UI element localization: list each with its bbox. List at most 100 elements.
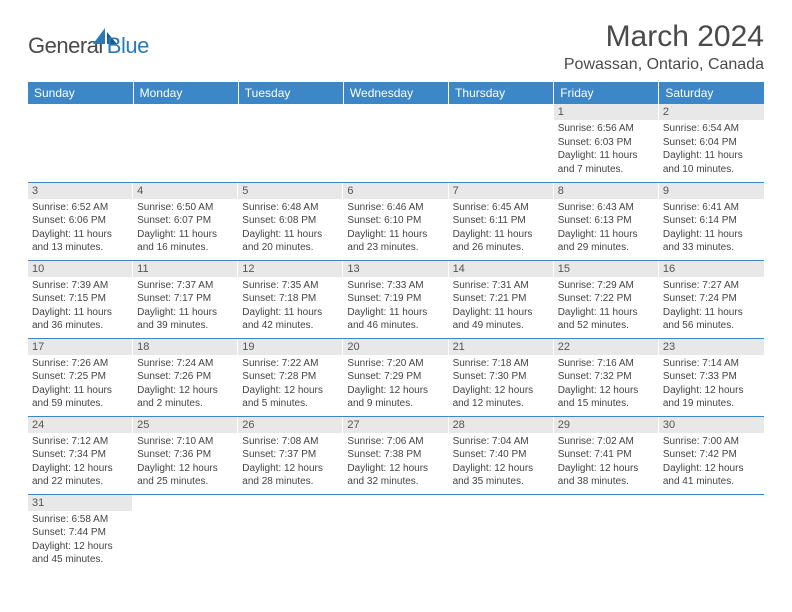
sunrise-text: Sunrise: 7:00 AM	[663, 435, 760, 449]
day-content: Sunrise: 7:29 AMSunset: 7:22 PMDaylight:…	[554, 277, 659, 337]
daylight-text-2: and 36 minutes.	[32, 319, 129, 333]
day-number: 31	[28, 495, 133, 511]
daylight-text-2: and 2 minutes.	[137, 397, 234, 411]
day-content: Sunrise: 7:33 AMSunset: 7:19 PMDaylight:…	[343, 277, 448, 337]
daylight-text-2: and 23 minutes.	[347, 241, 444, 255]
calendar-day-cell	[554, 494, 659, 572]
day-content: Sunrise: 7:02 AMSunset: 7:41 PMDaylight:…	[554, 433, 659, 493]
daylight-text-1: Daylight: 12 hours	[347, 462, 444, 476]
day-header: Thursday	[449, 82, 554, 104]
day-content: Sunrise: 7:24 AMSunset: 7:26 PMDaylight:…	[133, 355, 238, 415]
daylight-text-2: and 5 minutes.	[242, 397, 339, 411]
daylight-text-1: Daylight: 12 hours	[663, 384, 760, 398]
calendar-body: 1Sunrise: 6:56 AMSunset: 6:03 PMDaylight…	[28, 104, 764, 572]
day-content: Sunrise: 6:45 AMSunset: 6:11 PMDaylight:…	[449, 199, 554, 259]
daylight-text-1: Daylight: 12 hours	[453, 384, 550, 398]
sunrise-text: Sunrise: 6:43 AM	[558, 201, 655, 215]
calendar-table: SundayMondayTuesdayWednesdayThursdayFrid…	[28, 82, 764, 572]
daylight-text-1: Daylight: 12 hours	[137, 384, 234, 398]
calendar-day-cell	[449, 494, 554, 572]
logo-text-general: General	[28, 33, 103, 59]
sunset-text: Sunset: 7:41 PM	[558, 448, 655, 462]
calendar-day-cell	[659, 494, 764, 572]
sunset-text: Sunset: 7:34 PM	[32, 448, 129, 462]
sunrise-text: Sunrise: 7:20 AM	[347, 357, 444, 371]
daylight-text-2: and 42 minutes.	[242, 319, 339, 333]
daylight-text-1: Daylight: 12 hours	[663, 462, 760, 476]
sunset-text: Sunset: 7:18 PM	[242, 292, 339, 306]
sunrise-text: Sunrise: 7:04 AM	[453, 435, 550, 449]
sunrise-text: Sunrise: 7:33 AM	[347, 279, 444, 293]
calendar-day-cell: 7Sunrise: 6:45 AMSunset: 6:11 PMDaylight…	[449, 182, 554, 260]
daylight-text-2: and 15 minutes.	[558, 397, 655, 411]
daylight-text-2: and 46 minutes.	[347, 319, 444, 333]
daylight-text-1: Daylight: 11 hours	[453, 228, 550, 242]
sunset-text: Sunset: 7:33 PM	[663, 370, 760, 384]
daylight-text-2: and 33 minutes.	[663, 241, 760, 255]
sunrise-text: Sunrise: 7:24 AM	[137, 357, 234, 371]
sunrise-text: Sunrise: 6:48 AM	[242, 201, 339, 215]
sunset-text: Sunset: 7:29 PM	[347, 370, 444, 384]
day-header: Saturday	[659, 82, 764, 104]
calendar-day-cell: 24Sunrise: 7:12 AMSunset: 7:34 PMDayligh…	[28, 416, 133, 494]
sunset-text: Sunset: 7:15 PM	[32, 292, 129, 306]
daylight-text-2: and 25 minutes.	[137, 475, 234, 489]
day-content: Sunrise: 7:10 AMSunset: 7:36 PMDaylight:…	[133, 433, 238, 493]
calendar-day-cell: 20Sunrise: 7:20 AMSunset: 7:29 PMDayligh…	[343, 338, 448, 416]
location: Powassan, Ontario, Canada	[564, 56, 764, 74]
sunset-text: Sunset: 6:10 PM	[347, 214, 444, 228]
daylight-text-1: Daylight: 11 hours	[347, 228, 444, 242]
daylight-text-1: Daylight: 11 hours	[32, 306, 129, 320]
day-content: Sunrise: 7:31 AMSunset: 7:21 PMDaylight:…	[449, 277, 554, 337]
day-header: Sunday	[28, 82, 133, 104]
calendar-day-cell: 3Sunrise: 6:52 AMSunset: 6:06 PMDaylight…	[28, 182, 133, 260]
sunset-text: Sunset: 7:17 PM	[137, 292, 234, 306]
daylight-text-2: and 20 minutes.	[242, 241, 339, 255]
daylight-text-2: and 49 minutes.	[453, 319, 550, 333]
day-content: Sunrise: 7:39 AMSunset: 7:15 PMDaylight:…	[28, 277, 133, 337]
calendar-day-cell: 17Sunrise: 7:26 AMSunset: 7:25 PMDayligh…	[28, 338, 133, 416]
sunrise-text: Sunrise: 7:06 AM	[347, 435, 444, 449]
day-number: 18	[133, 339, 238, 355]
day-number: 7	[449, 183, 554, 199]
calendar-day-cell: 28Sunrise: 7:04 AMSunset: 7:40 PMDayligh…	[449, 416, 554, 494]
daylight-text-2: and 38 minutes.	[558, 475, 655, 489]
daylight-text-2: and 12 minutes.	[453, 397, 550, 411]
sunrise-text: Sunrise: 7:27 AM	[663, 279, 760, 293]
calendar-day-cell	[343, 494, 448, 572]
daylight-text-2: and 29 minutes.	[558, 241, 655, 255]
sunrise-text: Sunrise: 7:14 AM	[663, 357, 760, 371]
sunset-text: Sunset: 7:42 PM	[663, 448, 760, 462]
day-content: Sunrise: 6:48 AMSunset: 6:08 PMDaylight:…	[238, 199, 343, 259]
day-number: 24	[28, 417, 133, 433]
day-number: 4	[133, 183, 238, 199]
daylight-text-1: Daylight: 11 hours	[32, 384, 129, 398]
day-number: 3	[28, 183, 133, 199]
day-number: 10	[28, 261, 133, 277]
daylight-text-1: Daylight: 12 hours	[242, 384, 339, 398]
calendar-day-cell: 8Sunrise: 6:43 AMSunset: 6:13 PMDaylight…	[554, 182, 659, 260]
sunrise-text: Sunrise: 7:29 AM	[558, 279, 655, 293]
sunrise-text: Sunrise: 6:50 AM	[137, 201, 234, 215]
day-header: Tuesday	[238, 82, 343, 104]
daylight-text-1: Daylight: 11 hours	[242, 306, 339, 320]
day-content: Sunrise: 6:56 AMSunset: 6:03 PMDaylight:…	[554, 120, 659, 180]
daylight-text-2: and 56 minutes.	[663, 319, 760, 333]
day-number: 25	[133, 417, 238, 433]
daylight-text-2: and 13 minutes.	[32, 241, 129, 255]
sunset-text: Sunset: 7:30 PM	[453, 370, 550, 384]
daylight-text-2: and 19 minutes.	[663, 397, 760, 411]
daylight-text-1: Daylight: 11 hours	[558, 306, 655, 320]
day-content: Sunrise: 7:26 AMSunset: 7:25 PMDaylight:…	[28, 355, 133, 415]
calendar-week-row: 24Sunrise: 7:12 AMSunset: 7:34 PMDayligh…	[28, 416, 764, 494]
daylight-text-2: and 39 minutes.	[137, 319, 234, 333]
day-content: Sunrise: 6:46 AMSunset: 6:10 PMDaylight:…	[343, 199, 448, 259]
sunset-text: Sunset: 7:36 PM	[137, 448, 234, 462]
calendar-week-row: 10Sunrise: 7:39 AMSunset: 7:15 PMDayligh…	[28, 260, 764, 338]
logo: General Blue	[28, 28, 149, 63]
daylight-text-1: Daylight: 11 hours	[32, 228, 129, 242]
daylight-text-2: and 52 minutes.	[558, 319, 655, 333]
sunset-text: Sunset: 7:21 PM	[453, 292, 550, 306]
daylight-text-1: Daylight: 11 hours	[242, 228, 339, 242]
daylight-text-2: and 59 minutes.	[32, 397, 129, 411]
